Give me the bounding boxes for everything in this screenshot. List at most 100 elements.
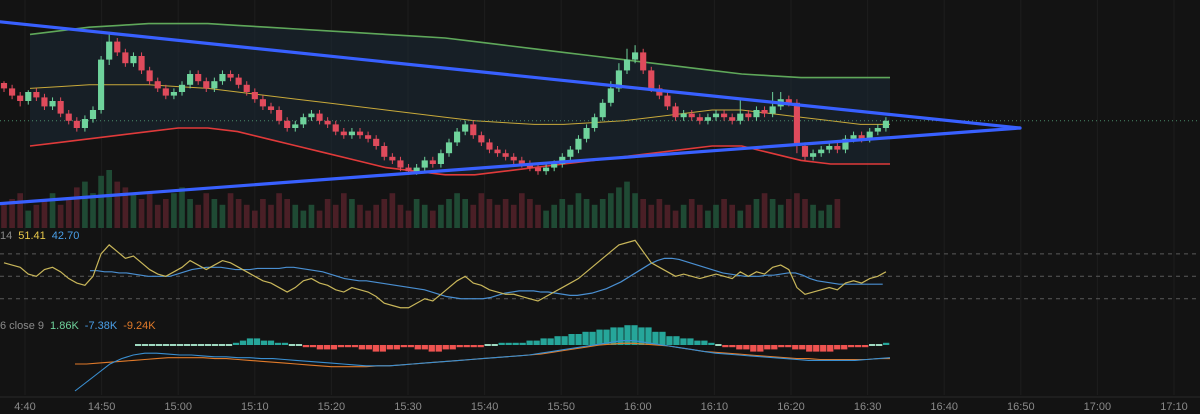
candle-body — [308, 113, 315, 118]
candle — [122, 48, 129, 67]
volume-bar — [510, 204, 517, 228]
volume-bar — [251, 210, 258, 228]
candle-body — [551, 164, 558, 168]
macd-hist-bar — [617, 327, 624, 345]
candle-body — [607, 88, 614, 103]
candle — [834, 142, 841, 154]
macd-hist-value: 1.86K — [50, 320, 79, 332]
volume-bar — [98, 175, 104, 228]
macd-hist-bar — [659, 331, 666, 345]
candle — [170, 88, 177, 100]
macd-hist-bar — [491, 344, 498, 346]
candle — [162, 84, 169, 100]
rsi-value: 51.41 — [18, 230, 46, 242]
candle-body — [664, 95, 671, 107]
macd-hist-bar — [743, 345, 750, 350]
candle-body — [850, 135, 857, 139]
volume-bar — [478, 193, 485, 228]
volume-bar — [292, 204, 299, 228]
macd-hist-bar — [638, 327, 645, 345]
volume-bar — [65, 199, 72, 228]
candle — [0, 81, 8, 92]
x-tick-label: 16:20 — [777, 401, 805, 413]
volume-bar — [138, 199, 145, 228]
candle-body — [866, 131, 873, 139]
macd-hist-bar — [316, 345, 324, 350]
candle-body — [543, 167, 550, 172]
rsi-length: 14 — [0, 230, 13, 242]
candle-body — [73, 120, 80, 128]
macd-hist-bar — [708, 342, 715, 345]
volume-bar — [260, 199, 266, 228]
candle — [98, 56, 105, 114]
candle-body — [810, 153, 817, 157]
candle-body — [413, 167, 420, 172]
volume-bar — [130, 193, 137, 228]
macd-hist-bar — [519, 342, 526, 345]
candle — [267, 102, 275, 114]
macd-hist-bar — [533, 340, 540, 345]
volume-bar — [446, 199, 452, 228]
candle-body — [381, 146, 388, 157]
candle — [818, 146, 825, 157]
macd-hist-bar — [435, 345, 442, 352]
volume-bar — [527, 199, 533, 228]
macd-hist-bar — [778, 345, 785, 348]
volume-bar — [543, 210, 549, 228]
volume-bar — [688, 199, 695, 228]
candle-body — [712, 113, 720, 118]
candle-body — [114, 41, 121, 53]
macd-hist-bar — [722, 345, 729, 348]
candle — [365, 131, 372, 143]
macd-hist-bar — [855, 345, 862, 348]
candle — [737, 99, 744, 125]
candle-body — [57, 101, 64, 114]
candle-body — [187, 74, 194, 85]
x-tick-label: 16:10 — [701, 401, 729, 413]
candle — [49, 97, 56, 110]
lower-trendline — [0, 126, 1022, 206]
volume-bar — [17, 193, 24, 228]
candle — [510, 153, 517, 164]
candle — [57, 97, 64, 118]
candle-body — [793, 102, 800, 146]
candle-body — [429, 160, 436, 164]
macd-hist-bar — [330, 345, 338, 350]
candle — [276, 106, 283, 125]
candle-body — [324, 120, 331, 125]
candle-body — [405, 167, 412, 172]
rsi-ma-value: 42.70 — [51, 230, 80, 242]
candle — [543, 164, 550, 175]
candle-body — [98, 59, 105, 110]
x-tick-label: 17:00 — [1084, 401, 1112, 413]
candle — [753, 106, 760, 121]
candle-body — [437, 153, 444, 164]
macd-hist-bar — [246, 338, 254, 345]
candle — [316, 110, 323, 125]
candle-body — [753, 110, 760, 118]
volume-bar — [616, 187, 622, 228]
volume-bar — [397, 204, 404, 228]
macd-hist-bar — [274, 342, 282, 345]
bollinger-basis-line — [29, 84, 890, 125]
candle — [146, 66, 153, 85]
candle-body — [33, 92, 40, 98]
volume-bar — [696, 204, 703, 228]
volume-bar — [591, 204, 598, 228]
macd-line-value: -7.38K — [84, 320, 118, 332]
candle-body — [203, 81, 210, 89]
candle-body — [721, 113, 728, 118]
macd-hist-bar — [442, 345, 449, 350]
volume-bar — [195, 204, 202, 228]
candle — [106, 34, 113, 65]
candle — [227, 70, 234, 82]
candle-body — [138, 56, 145, 71]
candle — [25, 90, 32, 105]
macd-hist-bar — [673, 336, 680, 345]
candle — [623, 48, 631, 74]
volume-bar — [162, 199, 169, 228]
candle — [704, 113, 711, 125]
candle — [826, 142, 833, 154]
volume-bar — [1, 204, 7, 228]
